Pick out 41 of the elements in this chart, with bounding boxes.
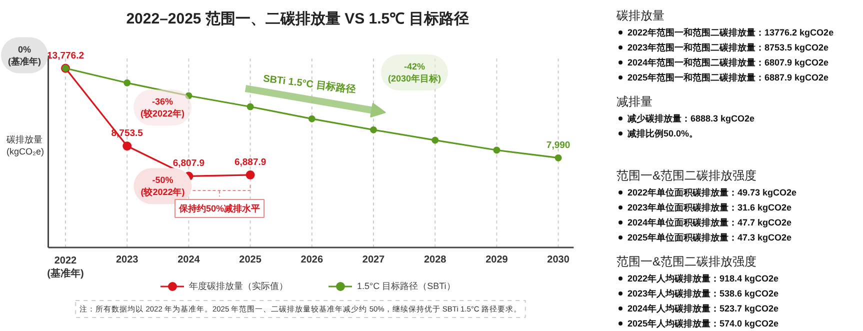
text: 2022年单位面积碳排放量：49.73 kgCO2e (628, 188, 797, 198)
x-tick-label: 2024 (178, 254, 200, 266)
x-tick-label: 2026 (300, 254, 324, 266)
text: 2025年人均碳排放量：574.0 kgCO2e (628, 318, 779, 328)
text: 减少碳排放量：6888.3 kgCO2e (626, 114, 755, 124)
x-tick-label: 2027 (362, 254, 386, 266)
annotation: -50% (较2022年) (140, 175, 185, 198)
text: 2023年单位面积碳排放量：31.6 kgCO2e (628, 202, 792, 212)
annotation: -36% (较2022年) (140, 96, 185, 118)
annotation: -42% (2030年目标) (388, 62, 442, 84)
text: 2025年单位面积碳排放量：47.3 kgCO2e (628, 232, 792, 242)
text: 2024年人均碳排放量：523.7 kgCO2e (628, 304, 779, 314)
annotation: 0% (基准年) (8, 44, 42, 66)
chart-title: 2022–2025 范围一、二碳排放量 VS 1.5℃ 目标路径 (126, 10, 469, 28)
x-tick-label: 2028 (424, 254, 447, 266)
text: 2024年单位面积碳排放量：47.7 kgCO2e (628, 218, 792, 228)
text: 2023年范围一和范围二碳排放量：8753.5 kgCO2e (628, 42, 829, 52)
text: 2022年范围一和范围二碳排放量：13776.2 kgCO2e (628, 28, 834, 38)
text: 2025年范围一和范围二碳排放量：6887.9 kgCO2e (628, 72, 829, 82)
data-label: 6,807.9 (172, 158, 205, 170)
x-tick-label: 2029 (486, 254, 508, 266)
x-tick-label: 2022 (基准年) (47, 256, 84, 280)
text: 碳排放量 (616, 8, 664, 22)
legend-label: 年度碳排放量（实际值） (189, 280, 288, 292)
annotation: SBTi 1.5°C 目标路径 (262, 72, 357, 96)
x-tick-label: 2025 (239, 254, 262, 266)
text: 减排量 (616, 94, 652, 108)
x-tick-label: 2023 (116, 254, 139, 266)
y-axis-title: 碳排放量 (kgCO₂e) (6, 134, 44, 156)
data-label: 7,990 (546, 140, 570, 151)
data-label: 6,887.9 (234, 156, 266, 168)
text: 范围一&范围二碳排放强度 (616, 168, 757, 182)
x-tick-label: 2030 (547, 254, 570, 266)
text: 2022年人均碳排放量：918.4 kgCO2e (628, 274, 779, 284)
data-label: 13,776.2 (47, 50, 84, 62)
text: 2024年范围一和范围二碳排放量：6807.9 kgCO2e (628, 58, 829, 68)
text: 范围一&范围二碳排放强度 (616, 254, 757, 268)
annotation: 保持约50%减排水平 (178, 204, 260, 214)
text: 2023年人均碳排放量：538.6 kgCO2e (628, 288, 779, 298)
text: 减排比例50.0%。 (626, 128, 698, 138)
legend-label: 1.5°C 目标路径（SBTi） (357, 280, 456, 292)
